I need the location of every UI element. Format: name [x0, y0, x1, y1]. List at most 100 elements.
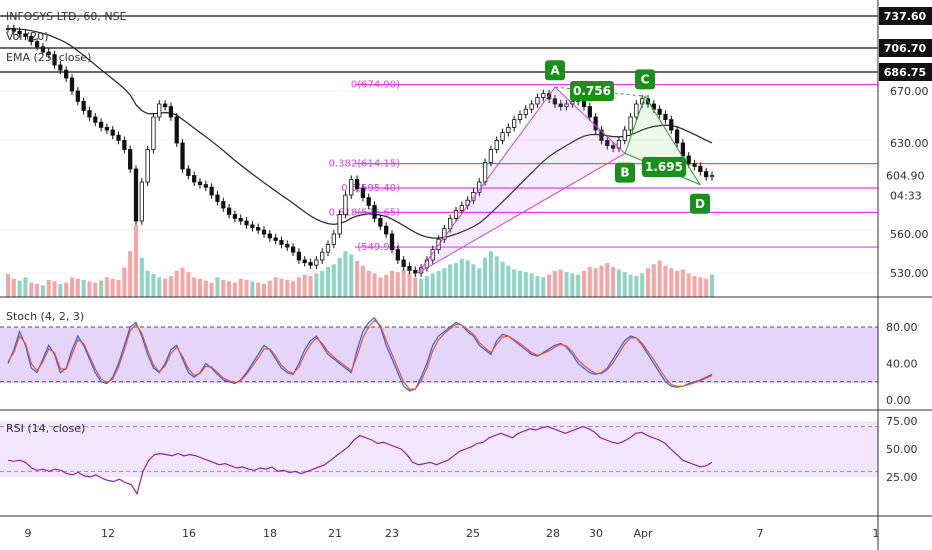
candle-body: [442, 228, 447, 240]
volume-bar: [349, 254, 354, 297]
volume-bar: [331, 264, 336, 297]
harmonic-xab: [417, 86, 626, 274]
candle-body: [523, 108, 528, 115]
volume-bar: [599, 265, 604, 297]
volume-bar: [314, 273, 319, 297]
volume-bar: [547, 274, 552, 297]
time-tick: 12: [101, 527, 115, 540]
rsi-tick: 25.00: [886, 471, 918, 484]
candle-body: [401, 259, 406, 267]
volume-bar: [192, 277, 197, 297]
harmonic-ratio-label: 0.756: [573, 84, 611, 98]
volume-bar: [139, 257, 144, 297]
time-tick: 9: [25, 527, 32, 540]
candle-body: [453, 210, 459, 219]
volume-bar: [35, 283, 40, 297]
candle-body: [599, 129, 604, 141]
volume-bar: [5, 274, 11, 297]
candle-body: [669, 119, 674, 131]
volume-bar: [419, 278, 424, 297]
candle-body: [535, 97, 540, 105]
candle-body: [221, 201, 226, 209]
current-price: 604.90: [886, 170, 925, 183]
volume-bar: [250, 281, 255, 297]
price-tag-lines: [0, 15, 878, 73]
volume-bar: [302, 274, 307, 297]
volume-bar: [46, 279, 51, 297]
candle-body: [686, 155, 691, 165]
volume-bar: [622, 272, 627, 297]
rsi-tick: 50.00: [886, 443, 918, 456]
fib-label: 0(674.90): [351, 80, 400, 91]
candle-body: [325, 243, 331, 253]
rsi-series-0: [7, 425, 713, 496]
volume-bar: [75, 278, 80, 297]
stoch-axis: 0.00 40.00 80.00: [886, 321, 918, 407]
candle-body: [407, 266, 412, 271]
fib-label: 0.382(614.15): [329, 159, 401, 170]
candle-body: [46, 51, 51, 55]
volume-bar: [244, 279, 249, 297]
candle-body: [354, 178, 360, 189]
harmonic-ratio-box: [570, 81, 614, 101]
candle-body: [133, 168, 139, 222]
candle-body: [517, 114, 523, 121]
volume-bar: [512, 269, 517, 297]
candle-body: [482, 162, 488, 183]
volume-bar: [605, 262, 610, 297]
volume-bar: [238, 278, 243, 297]
volume-bar: [395, 272, 400, 297]
candle-body: [698, 165, 703, 172]
volume-bar: [611, 266, 616, 297]
candle-body: [663, 114, 668, 121]
candle-body: [93, 116, 98, 123]
harmonic-bd: [624, 152, 701, 186]
volume-bar: [488, 251, 493, 297]
volume-bar: [209, 282, 214, 297]
volume-bar: [436, 270, 441, 297]
candle-body: [413, 269, 418, 274]
time-tick: 7: [757, 527, 764, 540]
candle-body: [5, 28, 11, 31]
volume-bar: [325, 266, 331, 297]
candle-body: [29, 36, 34, 43]
price-tag-label: 706.70: [884, 42, 927, 55]
volume-bar: [355, 261, 360, 297]
candle-body: [52, 54, 57, 66]
candle-body: [162, 103, 168, 107]
volume-bar: [157, 277, 162, 297]
candle-body: [203, 184, 208, 188]
volume-bar: [366, 270, 371, 297]
volume-bar: [570, 273, 575, 297]
candle-body: [273, 237, 278, 241]
price-tag-label: 686.75: [884, 66, 926, 79]
volume-bar: [529, 273, 534, 297]
stoch-series-0: [7, 317, 713, 392]
price-tag: [879, 7, 932, 25]
candle-body: [209, 186, 214, 196]
volume-bar: [23, 277, 28, 297]
price-tag: [879, 63, 932, 81]
candle-body: [34, 41, 40, 48]
candle-body: [104, 127, 110, 131]
volume-bar: [628, 274, 633, 297]
price-tag: [879, 39, 932, 57]
volume-bar: [704, 278, 709, 297]
candle-body: [488, 149, 494, 163]
volume-bar: [99, 280, 104, 297]
candle-body: [512, 119, 517, 128]
volume-bar: [104, 277, 109, 297]
candle-body: [680, 142, 686, 157]
volume-bar: [686, 273, 691, 297]
volume-bar: [227, 281, 232, 297]
time-tick: 21: [328, 527, 342, 540]
candle-body: [314, 259, 319, 266]
chart-title: INFOSYS LTD, 60, NSE: [6, 10, 127, 23]
harmonic-point-label: D: [695, 197, 705, 211]
candle-body: [238, 217, 243, 222]
candle-body: [250, 224, 255, 228]
candle-body: [360, 188, 366, 199]
time-tick: 23: [385, 527, 399, 540]
candle-body: [116, 134, 121, 141]
